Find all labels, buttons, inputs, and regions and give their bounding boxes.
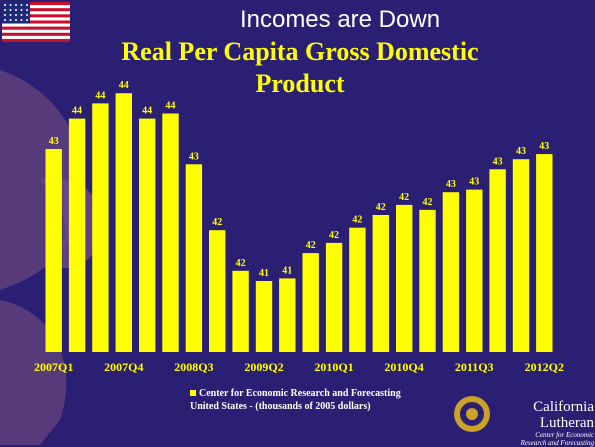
value-label-2011Q4: 43 [493,156,503,167]
flag-star [20,14,23,16]
chart-title-line-2: Product [255,69,345,98]
flag-star [4,9,6,11]
source-line-1: Center for Economic Research and Forecas… [199,388,401,399]
value-label-2011Q1: 42 [423,197,433,208]
source-line-2: United States - (thousands of 2005 dolla… [190,401,371,412]
page-title: Incomes are Down [239,6,441,33]
flag-star [4,4,6,6]
bar-2008Q4 [209,230,226,352]
value-label-2012Q1: 43 [516,146,526,157]
bar-2008Q2 [162,113,179,352]
flag-star [4,19,6,21]
bar-2011Q3 [466,189,483,352]
flag-star [20,4,23,6]
chart-title-line-1: Real Per Capita Gross Domestic [121,37,479,66]
legend-swatch [190,390,196,396]
bar-2010Q2 [349,227,366,352]
x-tick-2009Q2: 2009Q2 [244,360,283,374]
chart-source-legend: Center for Economic Research and Forecas… [190,387,450,413]
x-tick-2011Q3: 2011Q3 [455,360,494,374]
value-label-2008Q2: 44 [166,101,176,112]
university-seal-icon [454,396,490,432]
x-tick-2008Q3: 2008Q3 [174,360,213,374]
flag-stripe [2,26,70,30]
value-label-2009Q4: 42 [306,240,316,251]
value-label-2009Q2: 41 [259,268,269,279]
chart-title: Real Per Capita Gross Domestic Product [80,36,520,100]
flag-star [15,4,17,6]
flag-stripe [2,14,70,18]
value-label-2010Q1: 42 [329,230,339,241]
flag-star [26,14,28,16]
x-tick-2010Q4: 2010Q4 [384,360,423,374]
value-label-2012Q2: 43 [539,141,549,152]
value-label-2007Q2: 44 [72,106,82,117]
bar-2012Q2 [536,154,553,352]
value-label-2007Q4: 44 [119,80,129,91]
flag-star [9,19,12,21]
bar-2011Q4 [489,169,506,352]
value-label-2008Q3: 43 [189,151,199,162]
x-tick-2012Q2: 2012Q2 [525,360,564,374]
x-tick-2007Q1: 2007Q1 [34,360,73,374]
bar-2011Q1 [419,209,436,352]
flag-star [15,19,17,21]
bar-2009Q4 [302,253,319,352]
x-tick-2007Q4: 2007Q4 [104,360,143,374]
logo-subtitle-1: Center for Economic [535,431,594,439]
flag-stripe [2,38,70,42]
flag-star [26,4,28,6]
flag-stripe [2,32,70,36]
value-label-2010Q3: 42 [376,202,386,213]
bar-2009Q2 [255,281,273,352]
value-label-2011Q3: 43 [469,177,479,188]
value-label-2008Q4: 42 [212,217,222,228]
flag-stripe [2,2,70,6]
flag-star [9,9,12,11]
value-label-2010Q4: 42 [399,192,409,203]
flag-star [9,14,12,16]
bar-2010Q4 [396,204,413,352]
university-logo: California Lutheran Center for Economic … [476,399,594,447]
bar-2009Q1 [232,270,249,352]
bar-2009Q3 [279,278,296,352]
bar-2007Q1 [45,149,62,352]
value-label-2011Q2: 43 [446,179,456,190]
value-label-2008Q1: 44 [142,106,152,117]
flag-star [26,19,28,21]
flag-star [4,14,6,16]
flag-star [20,9,23,11]
flag-star [15,9,17,11]
flag-star [15,14,17,16]
x-axis-tick-labels: 2007Q1 2007Q4 2008Q3 2009Q2 2010Q1 2010Q4 2011… [34,360,564,374]
value-label-2007Q1: 43 [49,136,59,147]
bar-2007Q3 [92,103,109,353]
bar-value-labels: 43 44 44 44 44 44 43 42 42 41 41 42 42 42 42 42 42 43 43 43… [49,80,550,279]
bar-2010Q3 [372,215,389,352]
us-flag-icon [2,2,70,42]
value-label-2010Q2: 42 [352,215,362,226]
bar-2008Q1 [139,118,156,352]
logo-name: California Lutheran [533,399,594,431]
logo-subtitle-2: Research and Forecasting [520,439,594,447]
value-label-2009Q3: 41 [282,265,292,276]
value-label-2007Q3: 44 [95,90,105,101]
flag-star [9,4,12,6]
flag-star [20,19,23,21]
bar-2008Q3 [185,164,203,352]
x-tick-2010Q1: 2010Q1 [314,360,353,374]
flag-stripe [2,20,70,24]
bar-2012Q1 [512,159,530,352]
flag-stripe [2,8,70,12]
value-label-2009Q1: 42 [236,258,246,269]
bar-2007Q2 [68,118,86,352]
bar-2010Q1 [325,242,343,352]
bar-2011Q2 [442,192,460,352]
flag-star [26,9,28,11]
bar-chart [45,93,553,353]
bar-2007Q4 [115,93,132,352]
